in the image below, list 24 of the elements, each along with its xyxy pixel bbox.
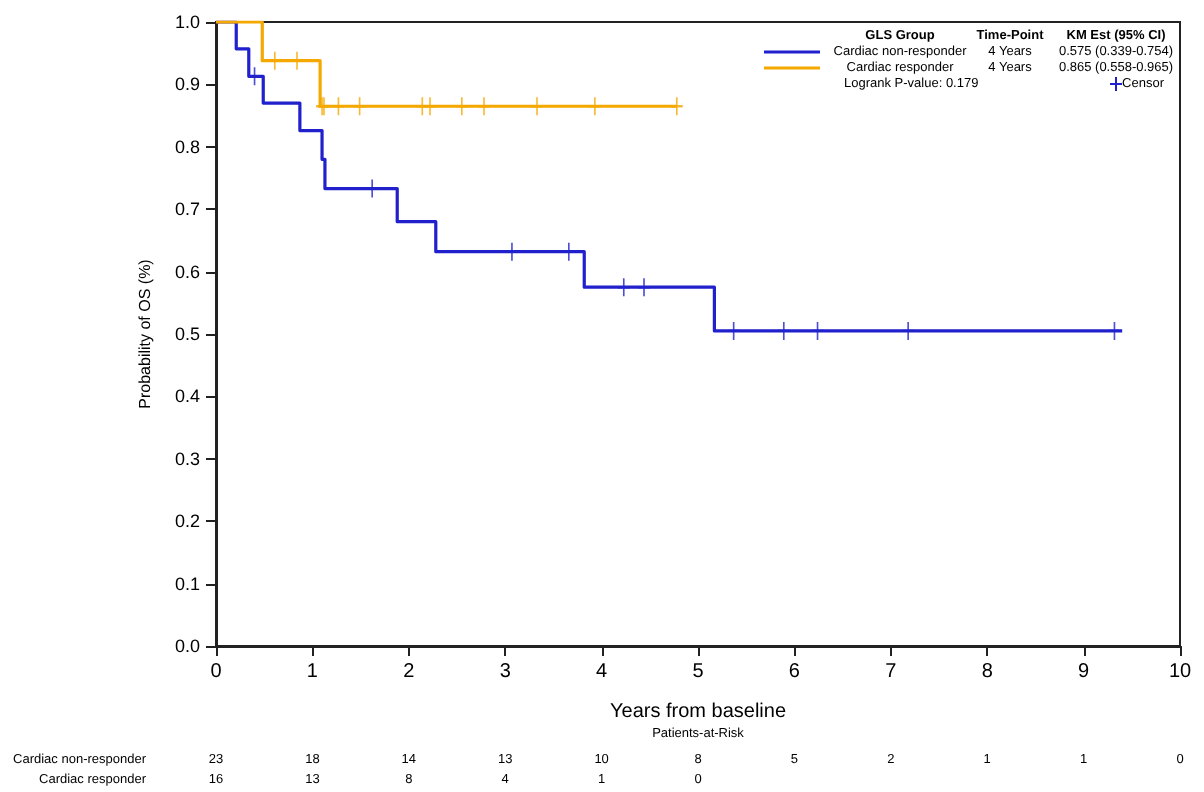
- x-tick-label: 0: [210, 661, 223, 683]
- x-tick-label: 7: [885, 661, 898, 683]
- y-tick-label: 0.8: [174, 136, 200, 157]
- y-tick-label: 0.7: [174, 199, 200, 220]
- y-tick-label: 0.6: [174, 261, 200, 282]
- y-tick-label: 0.4: [174, 386, 200, 407]
- y-tick-label: 0.0: [174, 636, 200, 656]
- x-tick-label: 10: [1168, 661, 1192, 683]
- y-tick-label: 0.5: [174, 324, 200, 344]
- y-tick-label: 0.3: [174, 448, 200, 469]
- x-tick-label: 6: [788, 661, 801, 683]
- x-axis-title: Years from baseline: [609, 701, 787, 723]
- x-tick-label: 9: [1078, 661, 1091, 683]
- x-tick-label: 5: [692, 661, 705, 683]
- x-tick-label: 8: [981, 661, 994, 683]
- y-tick-label: 0.1: [174, 573, 200, 594]
- y-tick-label: 0.2: [174, 511, 200, 532]
- x-tick-label: 1: [306, 661, 319, 683]
- y-tick-label: 0.9: [174, 74, 200, 95]
- y-tick-label: 1.0: [174, 12, 200, 32]
- x-tick-label: 3: [499, 661, 512, 683]
- x-tick-label: 2: [403, 661, 416, 683]
- x-tick-label: 4: [596, 661, 609, 683]
- y-axis-title: Probability of OS (%): [136, 258, 155, 409]
